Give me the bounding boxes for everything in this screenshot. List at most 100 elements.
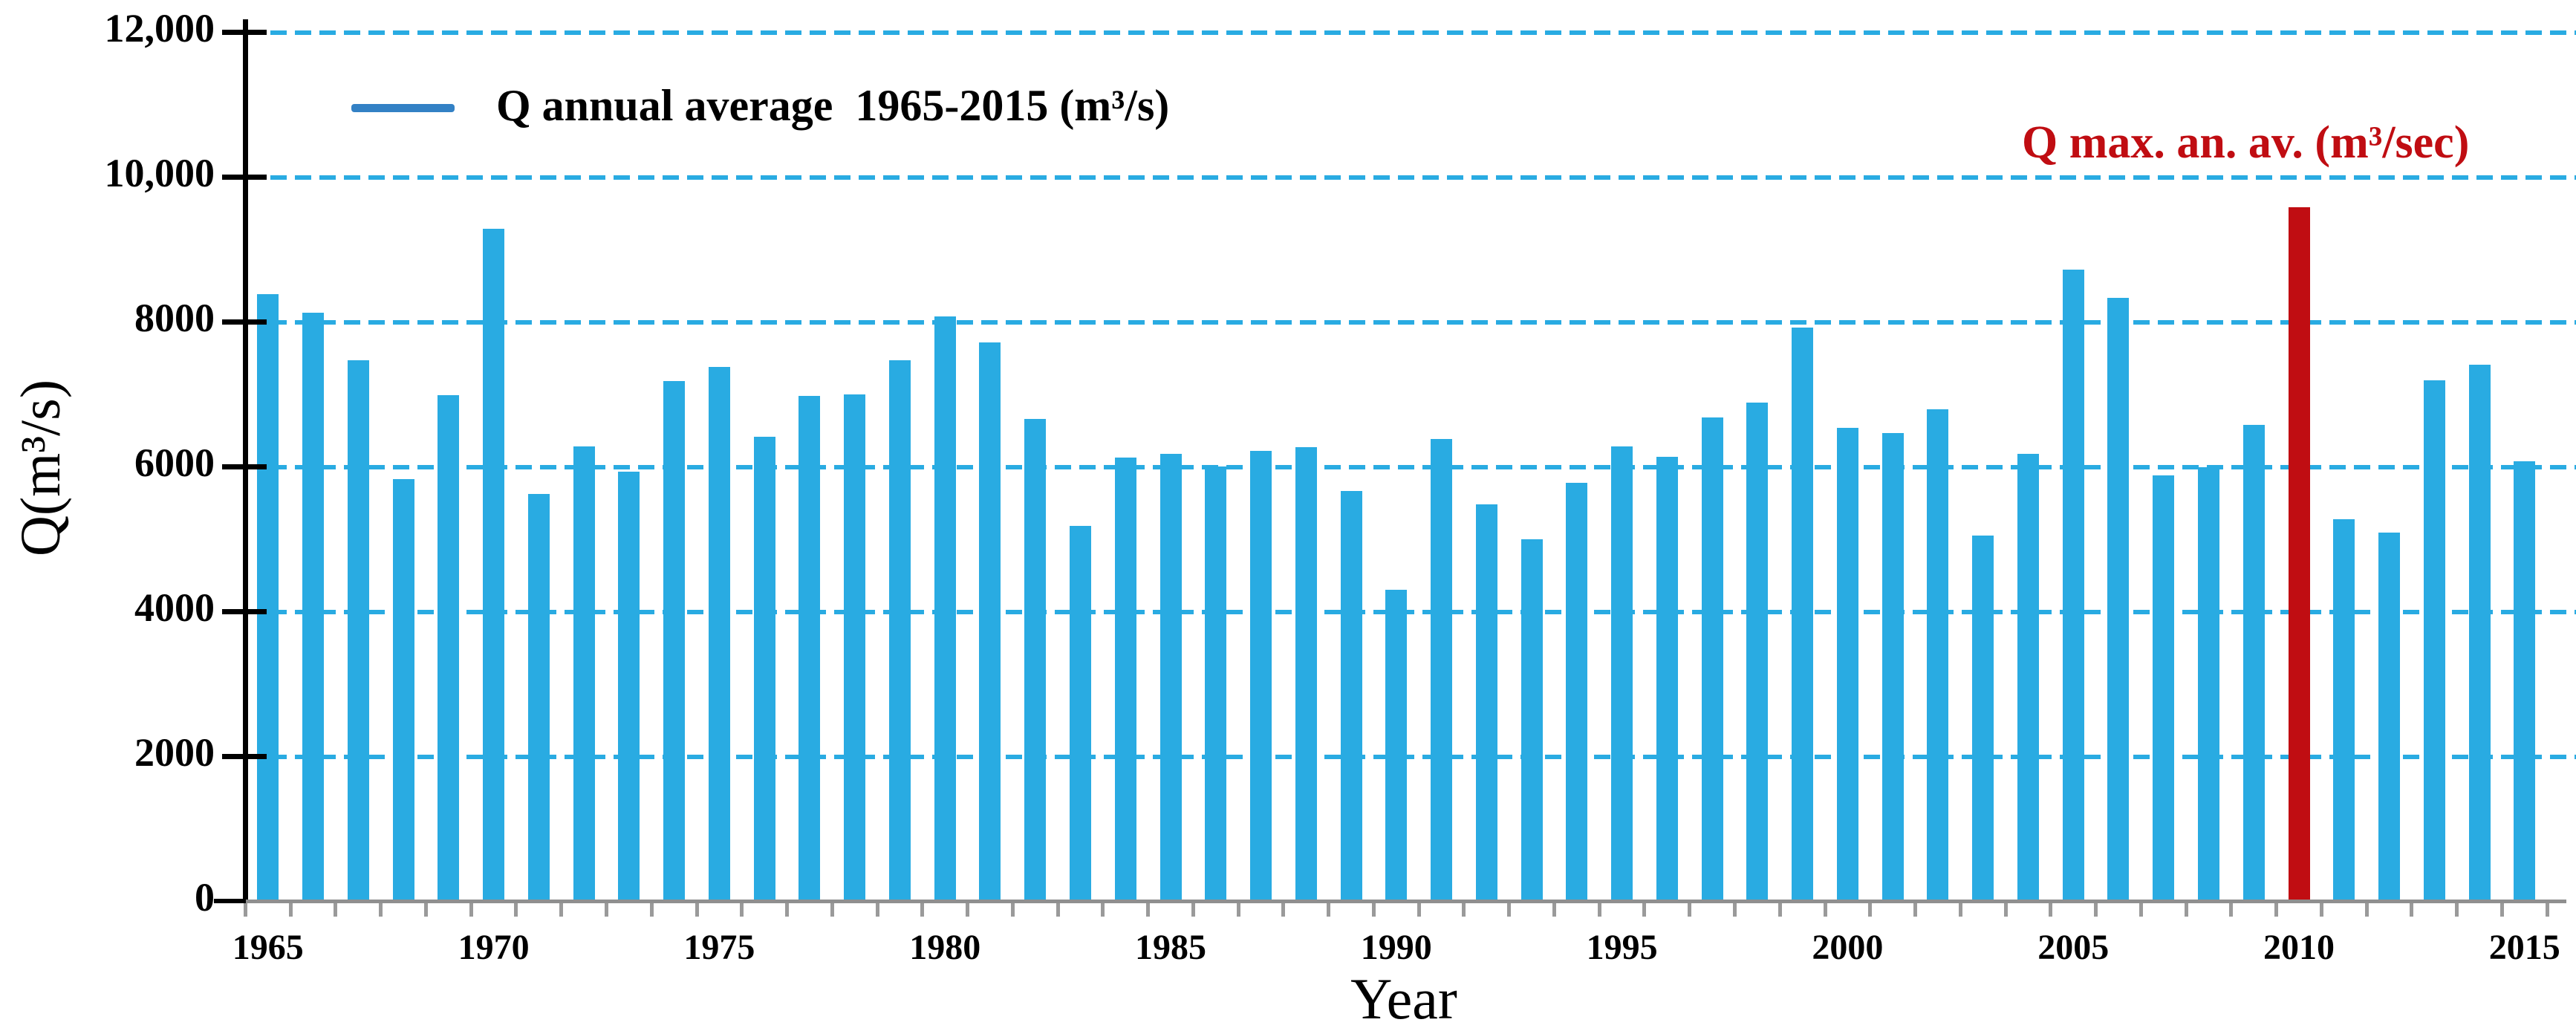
gridline-10000 [246,175,2576,180]
y-tick-4000 [222,609,267,614]
x-tick-19 [1101,903,1105,917]
x-tick-37 [1913,903,1918,917]
x-tick-44 [2229,903,2234,917]
x-tick-36 [1868,903,1873,917]
x-tick-38 [1958,903,1962,917]
x-tick-18 [1056,903,1060,917]
bar-1965 [257,294,279,902]
x-axis-zero-tick [214,899,248,903]
x-tick-27 [1462,903,1466,917]
bar-1986 [1205,466,1227,902]
x-tick-6 [514,903,518,917]
y-tick-label-0: 0 [195,874,215,920]
x-tick-7 [559,903,564,917]
x-tick-43 [2184,903,2188,917]
x-tick-34 [1777,903,1782,917]
bar-1978 [844,394,866,902]
bar-1977 [799,395,821,902]
bar-1974 [663,381,686,902]
x-tick-29 [1552,903,1556,917]
bar-1975 [708,366,730,902]
x-tick-33 [1733,903,1737,917]
x-tick-21 [1191,903,1195,917]
x-tick-10 [695,903,699,917]
x-tick-49 [2455,903,2459,917]
bar-1983 [1069,526,1091,902]
x-tick-1 [288,903,293,917]
x-tick-3 [379,903,383,917]
bar-1981 [979,342,1001,902]
bar-2012 [2378,533,2401,902]
y-tick-label-10000: 10,000 [104,150,215,195]
x-tick-47 [2364,903,2369,917]
x-tick-12 [785,903,790,917]
x-tick-15 [920,903,925,917]
x-tick-label-1970: 1970 [458,928,530,967]
bar-2007 [2153,475,2175,902]
bar-1987 [1250,451,1272,902]
x-tick-16 [966,903,970,917]
x-tick-26 [1417,903,1421,917]
bar-1991 [1431,439,1453,902]
x-tick-5 [469,903,473,917]
y-tick-label-8000: 8000 [134,295,215,340]
x-tick-label-1975: 1975 [683,928,755,967]
x-tick-24 [1327,903,1331,917]
x-tick-48 [2410,903,2414,917]
bar-1979 [888,360,911,902]
x-tick-41 [2094,903,2098,917]
bar-1984 [1114,457,1136,902]
gridline-6000 [246,464,2576,469]
x-tick-2 [334,903,338,917]
bar-1966 [302,312,325,902]
bar-1985 [1159,453,1182,902]
y-tick-label-2000: 2000 [134,729,215,775]
x-tick-20 [1146,903,1151,917]
x-axis-title: Year [1350,966,1457,1031]
bar-1972 [573,446,595,902]
x-tick-23 [1281,903,1286,917]
x-tick-label-2015: 2015 [2488,928,2560,967]
max-annotation-label: Q max. an. av. (m³/sec) [2022,117,2470,168]
y-tick-12000 [222,30,267,35]
y-tick-6000 [222,464,267,469]
bar-1989 [1340,490,1362,902]
bar-1968 [392,479,414,902]
bar-2014 [2468,365,2491,902]
bar-1980 [934,316,956,902]
bar-2015 [2514,461,2536,902]
bar-1967 [347,360,369,902]
x-tick-4 [423,903,428,917]
y-tick-10000 [222,175,267,180]
x-tick-0 [243,903,247,917]
gridline-12000 [246,30,2576,35]
bar-1969 [438,394,460,902]
gridline-4000 [246,609,2576,614]
bar-1995 [1611,446,1633,902]
x-tick-31 [1642,903,1647,917]
x-tick-14 [875,903,879,917]
bar-1994 [1566,482,1588,902]
bar-1996 [1656,456,1678,902]
bar-2006 [2107,298,2130,902]
bar-2001 [1881,432,1904,902]
x-tick-label-1980: 1980 [909,928,981,967]
x-tick-13 [830,903,834,917]
bar-1993 [1520,539,1543,902]
bar-1970 [483,228,505,902]
y-tick-label-6000: 6000 [134,440,215,485]
bar-1992 [1475,504,1497,902]
x-tick-46 [2319,903,2323,917]
y-tick-label-12000: 12,000 [104,5,215,51]
x-tick-11 [740,903,744,917]
x-tick-label-1995: 1995 [1586,928,1658,967]
x-tick-17 [1010,903,1015,917]
x-axis-line [246,900,2566,903]
x-tick-51 [2545,903,2549,917]
x-tick-40 [2049,903,2053,917]
gridline-8000 [246,319,2576,325]
x-tick-label-1965: 1965 [232,928,304,967]
bar-1988 [1295,447,1317,902]
y-axis-line [243,19,248,902]
